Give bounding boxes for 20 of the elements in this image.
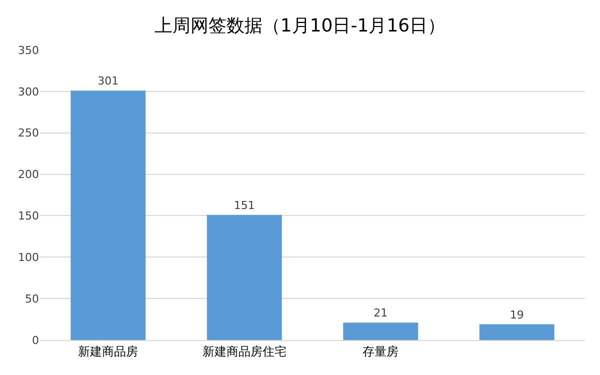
y-tick-label: 250	[18, 126, 39, 140]
x-tick-label: 存量房	[362, 344, 399, 358]
y-tick-label: 350	[18, 44, 39, 57]
x-tick-label: 新建商品房住宅	[202, 344, 286, 358]
bar	[70, 90, 146, 340]
data-label: 21	[374, 306, 388, 320]
data-label: 19	[510, 308, 524, 322]
y-tick-label: 50	[25, 292, 39, 306]
y-tick-label: 100	[18, 250, 39, 264]
bar	[343, 322, 418, 340]
y-tick-label: 150	[18, 210, 39, 223]
bar	[479, 324, 554, 340]
x-tick-label: 新建商品房	[78, 344, 138, 358]
bar	[206, 214, 282, 340]
chart-title: 上周网签数据（1月10日-1月16日）	[154, 15, 446, 36]
y-tick-label: 200	[18, 168, 39, 182]
y-tick-label: 0	[32, 334, 39, 347]
data-label: 151	[234, 198, 255, 212]
y-tick-label: 300	[18, 85, 39, 98]
data-label: 301	[98, 74, 119, 88]
